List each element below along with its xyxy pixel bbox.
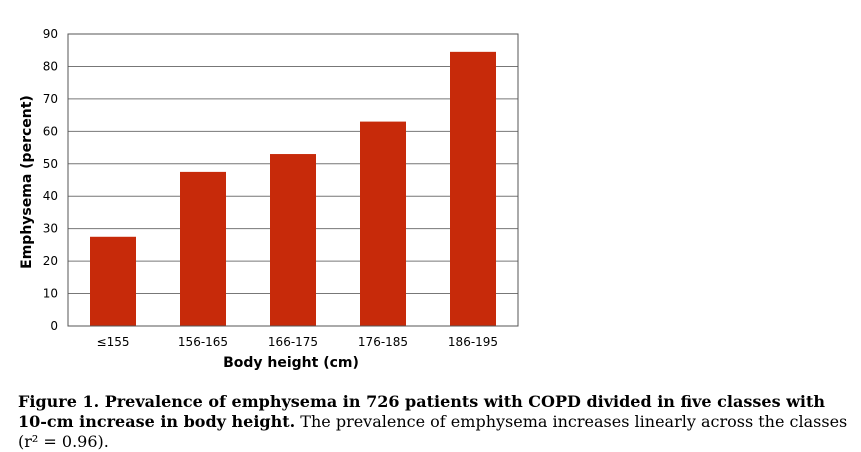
x-tick-label: 186-195	[448, 335, 498, 349]
bar-4	[360, 121, 406, 326]
bar-3	[270, 154, 316, 326]
x-tick-label: ≤155	[97, 335, 130, 349]
x-tick-label: 166-175	[268, 335, 318, 349]
caption-text: The prevalence of emphysema increases li…	[18, 412, 848, 451]
y-tick-label: 60	[43, 124, 58, 138]
bar-chart: 0 10 20 30 40 50 60 70 80 90 ≤155 156-165 166-175 17…	[19, 27, 519, 371]
y-tick-label: 30	[43, 222, 58, 236]
bars	[90, 51, 496, 326]
y-tick-label: 70	[43, 92, 58, 106]
y-tick-label: 20	[43, 254, 58, 268]
y-tick-labels: 0 10 20 30 40 50 60 70 80 90	[43, 27, 58, 333]
y-tick-label: 10	[43, 287, 58, 301]
x-tick-labels: ≤155 156-165 166-175 176-185 186-195	[97, 335, 499, 349]
y-tick-label: 80	[43, 59, 58, 73]
y-tick-label: 90	[43, 27, 58, 41]
y-axis-title: Emphysema (percent)	[19, 95, 35, 269]
plot-frame	[67, 33, 519, 327]
x-tick-label: 176-185	[358, 335, 408, 349]
bar-1	[90, 236, 136, 326]
x-tick-label: 156-165	[178, 335, 228, 349]
y-tick-label: 50	[43, 157, 58, 171]
figure-caption: Figure 1. Prevalence of emphysema in 726…	[18, 392, 854, 452]
y-tick-label: 40	[43, 189, 58, 203]
x-axis-title: Body height (cm)	[223, 355, 359, 371]
bar-5	[450, 51, 496, 326]
bar-2	[180, 171, 226, 326]
caption-lead: Figure 1. Prevalence of emphysema in 726…	[18, 392, 826, 431]
y-tick-label: 0	[50, 319, 58, 333]
